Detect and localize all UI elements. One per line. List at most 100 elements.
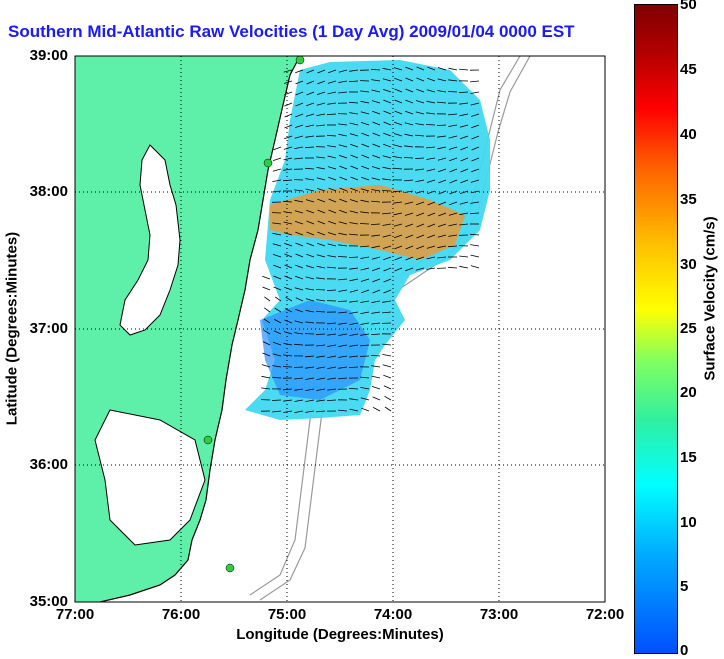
velocity-arrow bbox=[349, 344, 359, 347]
velocity-arrow bbox=[306, 209, 315, 214]
velocity-arrow bbox=[305, 366, 315, 369]
velocity-arrow bbox=[382, 166, 392, 170]
velocity-arrow bbox=[361, 154, 370, 159]
colorbar-tick: 40 bbox=[680, 126, 697, 143]
velocity-arrow bbox=[437, 223, 447, 227]
velocity-arrow bbox=[360, 311, 370, 314]
velocity-arrow bbox=[316, 124, 326, 127]
velocity-arrow bbox=[383, 110, 392, 115]
velocity-arrow bbox=[317, 80, 326, 85]
velocity-arrow bbox=[383, 289, 392, 294]
velocity-arrow bbox=[295, 242, 304, 247]
velocity-arrow bbox=[339, 176, 348, 181]
velocity-arrow bbox=[264, 307, 271, 313]
velocity-arrow bbox=[293, 366, 304, 368]
velocity-arrow bbox=[383, 278, 392, 283]
velocity-arrow bbox=[316, 410, 326, 413]
velocity-arrow bbox=[460, 179, 469, 184]
velocity-arrow bbox=[272, 243, 282, 247]
velocity-arrow bbox=[404, 145, 414, 148]
velocity-arrow bbox=[382, 354, 392, 357]
velocity-arrow bbox=[394, 88, 403, 93]
velocity-arrow bbox=[403, 157, 414, 159]
x-tick-label: 76:00 bbox=[161, 606, 201, 623]
velocity-arrow bbox=[338, 377, 348, 380]
velocity-arrow bbox=[327, 355, 337, 358]
velocity-arrow bbox=[327, 102, 337, 105]
velocity-arrow bbox=[383, 143, 392, 148]
velocity-arrow bbox=[392, 190, 403, 192]
velocity-arrow bbox=[327, 255, 337, 258]
velocity-arrow bbox=[274, 319, 282, 324]
velocity-arrow bbox=[460, 157, 469, 162]
velocity-arrow bbox=[294, 343, 304, 346]
velocity-arrow bbox=[294, 210, 304, 214]
velocity-arrow bbox=[459, 223, 469, 226]
velocity-arrow bbox=[284, 319, 293, 324]
velocity-arrow bbox=[372, 396, 381, 401]
velocity-arrow bbox=[327, 134, 337, 137]
velocity-arrow bbox=[426, 256, 436, 260]
velocity-arrow bbox=[316, 265, 326, 269]
velocity-arrow bbox=[283, 410, 293, 413]
velocity-arrow bbox=[415, 179, 425, 183]
velocity-arrow bbox=[339, 165, 348, 170]
velocity-arrow bbox=[427, 66, 436, 71]
y-tick-label: 38:00 bbox=[29, 183, 68, 200]
colorbar-tick: 25 bbox=[680, 320, 697, 337]
velocity-arrow bbox=[338, 69, 348, 73]
sound bbox=[94, 409, 206, 546]
velocity-arrow bbox=[459, 190, 469, 194]
colorbar-tick: 50 bbox=[680, 0, 697, 13]
velocity-arrow bbox=[339, 198, 348, 203]
velocity-arrow bbox=[372, 154, 381, 159]
velocity-arrow bbox=[459, 212, 469, 216]
velocity-arrow bbox=[317, 209, 326, 214]
velocity-arrow bbox=[416, 77, 425, 82]
velocity-arrow bbox=[360, 333, 370, 336]
velocity-arrow bbox=[471, 168, 480, 173]
velocity-arrow bbox=[382, 311, 392, 314]
velocity-arrow bbox=[360, 199, 370, 203]
x-axis-label: Longitude (Degrees:Minutes) bbox=[236, 626, 444, 643]
velocity-arrow bbox=[283, 342, 293, 346]
velocity-arrow bbox=[436, 124, 447, 126]
velocity-arrow bbox=[338, 311, 348, 314]
velocity-arrow bbox=[295, 297, 304, 302]
velocity-arrow bbox=[360, 100, 370, 104]
velocity-arrow bbox=[360, 111, 370, 115]
velocity-arrow bbox=[284, 124, 293, 129]
velocity-arrow bbox=[383, 374, 392, 379]
velocity-arrow bbox=[349, 355, 359, 358]
velocity-arrow bbox=[305, 146, 315, 149]
velocity-arrow bbox=[405, 256, 414, 261]
velocity-arrow bbox=[426, 112, 436, 115]
velocity-arrow bbox=[437, 90, 447, 93]
velocity-arrow bbox=[284, 275, 293, 280]
velocity-arrow bbox=[338, 232, 348, 236]
velocity-arrow bbox=[360, 344, 370, 347]
velocity-arrow bbox=[427, 201, 436, 206]
velocity-arrow bbox=[317, 69, 326, 74]
velocity-arrow bbox=[305, 265, 315, 269]
velocity-arrow bbox=[294, 146, 304, 149]
velocity-arrow bbox=[360, 322, 370, 325]
velocity-arrow bbox=[371, 89, 381, 93]
velocity-arrow bbox=[393, 144, 403, 148]
velocity-arrow bbox=[327, 166, 337, 170]
velocity-arrow bbox=[273, 264, 282, 269]
velocity-arrow bbox=[306, 253, 315, 258]
velocity-arrow bbox=[349, 210, 359, 214]
velocity-arrow bbox=[262, 341, 271, 346]
velocity-arrow bbox=[415, 123, 425, 126]
velocity-arrow bbox=[448, 245, 458, 248]
velocity-arrow bbox=[305, 113, 315, 117]
velocity-arrow bbox=[338, 123, 348, 126]
velocity-arrow bbox=[272, 232, 282, 236]
velocity-arrow bbox=[294, 157, 304, 160]
velocity-arrow bbox=[458, 91, 469, 93]
velocity-arrow bbox=[415, 267, 425, 271]
velocity-arrow bbox=[283, 354, 293, 357]
x-tick-label: 77:00 bbox=[55, 606, 95, 623]
velocity-arrow bbox=[405, 234, 414, 239]
